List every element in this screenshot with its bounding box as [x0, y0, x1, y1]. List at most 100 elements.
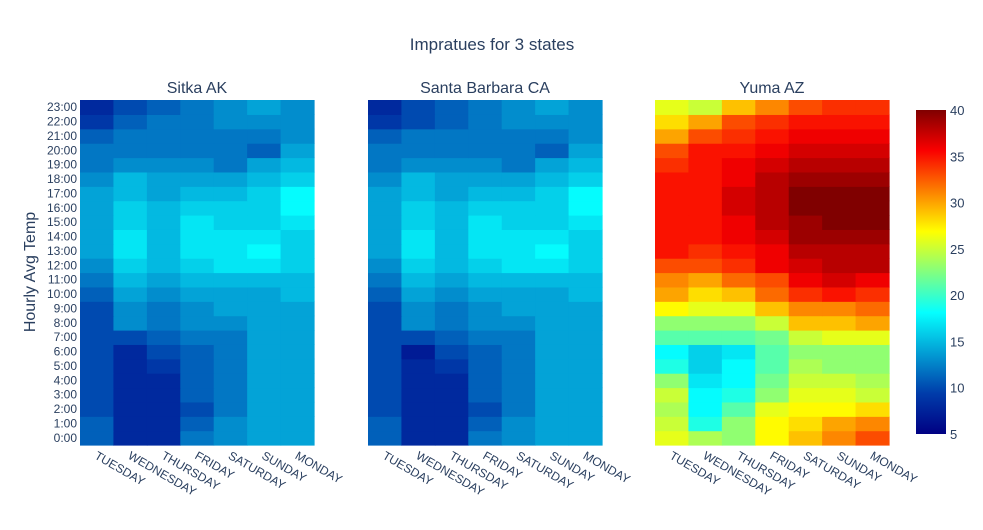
- heatmap-cell: [180, 258, 215, 274]
- heatmap-cell: [113, 200, 148, 216]
- colorbar-gradient: [916, 110, 946, 434]
- heatmap-cell: [180, 401, 215, 417]
- heatmap-cell: [113, 243, 148, 259]
- heatmap-cell: [280, 344, 315, 360]
- heatmap-cell: [80, 330, 115, 345]
- heatmap-cell: [368, 200, 403, 216]
- colorbar: 5 10 15 20 25 30 35 40: [916, 103, 964, 442]
- heatmap-cell: [855, 330, 890, 345]
- heatmap-cell: [213, 315, 248, 331]
- y-tick-label: 3:00: [54, 388, 78, 402]
- heatmap-cell: [568, 401, 603, 417]
- y-tick-label: 2:00: [54, 402, 78, 416]
- heatmap-cell: [468, 229, 503, 245]
- heatmap-cell: [688, 215, 723, 230]
- y-tick-label: 0:00: [54, 431, 78, 445]
- heatmap-cell: [535, 157, 570, 173]
- y-tick-label: 23:00: [47, 100, 77, 114]
- heatmap-cell: [655, 315, 690, 331]
- heatmap-cell: [721, 143, 756, 159]
- heatmap-cell: [434, 171, 469, 187]
- heatmap-cell: [568, 430, 603, 446]
- heatmap-cell: [535, 286, 570, 302]
- heatmap-cell: [113, 114, 148, 130]
- heatmap-cell: [113, 272, 148, 288]
- heatmap-cell: [180, 373, 215, 389]
- heatmap-cell: [788, 330, 823, 345]
- heatmap-cell: [401, 301, 436, 317]
- heatmap-cell: [655, 114, 690, 130]
- heatmap-cell: [280, 387, 315, 403]
- heatmap-cell: [788, 215, 823, 230]
- heatmap-cell: [568, 128, 603, 144]
- heatmap-cell: [180, 100, 215, 115]
- heatmap-cell: [113, 358, 148, 374]
- heatmap-cell: [368, 229, 403, 245]
- heatmap-cell: [80, 114, 115, 130]
- heatmap-cell: [401, 100, 436, 115]
- heatmap-cell: [401, 128, 436, 144]
- heatmap-cell: [535, 301, 570, 317]
- heatmap-cell: [368, 100, 403, 115]
- heatmap-cell: [501, 243, 536, 259]
- heatmap-cell: [822, 171, 857, 187]
- heatmap-cell: [80, 315, 115, 331]
- y-tick-label: 15:00: [47, 215, 77, 229]
- heatmap-cell: [855, 171, 890, 187]
- heatmap-cell: [468, 243, 503, 259]
- heatmap-cell: [855, 186, 890, 202]
- heatmap-cell: [468, 387, 503, 403]
- heatmap-cell: [721, 315, 756, 331]
- heatmap-cell: [368, 272, 403, 288]
- heatmap-cell: [468, 301, 503, 317]
- heatmap-cell: [280, 215, 315, 230]
- heatmap-cell: [113, 171, 148, 187]
- heatmap-cell: [822, 215, 857, 230]
- heatmap-cell: [468, 215, 503, 230]
- heatmap-cell: [755, 186, 790, 202]
- heatmap-cell: [146, 128, 181, 144]
- heatmap-cell: [501, 387, 536, 403]
- heatmap-cell: [247, 258, 282, 274]
- heatmap-cell: [655, 330, 690, 345]
- heatmap-cell: [755, 157, 790, 173]
- y-tick-label: 12:00: [47, 258, 77, 272]
- y-tick-label: 16:00: [47, 201, 77, 215]
- heatmap-cell: [113, 186, 148, 202]
- chart-title: Impratues for 3 states: [410, 35, 574, 54]
- heatmap-cell: [755, 143, 790, 159]
- heatmap-cell: [113, 301, 148, 317]
- y-tick-label: 10:00: [47, 287, 77, 301]
- heatmap-cell: [501, 215, 536, 230]
- y-tick-label: 19:00: [47, 158, 77, 172]
- heatmap-cell: [146, 387, 181, 403]
- heatmap-cell: [80, 272, 115, 288]
- panel-title: Yuma AZ: [740, 80, 805, 97]
- heatmap-cell: [535, 200, 570, 216]
- heatmap-cell: [280, 157, 315, 173]
- heatmap-cell: [146, 301, 181, 317]
- heatmap-cell: [568, 186, 603, 202]
- heatmap-cell: [501, 344, 536, 360]
- heatmap-cell: [146, 114, 181, 130]
- heatmap-cell: [368, 401, 403, 417]
- heatmap-cell: [501, 315, 536, 331]
- heatmap-cell: [688, 330, 723, 345]
- heatmap-cell: [535, 430, 570, 446]
- heatmap-cell: [788, 114, 823, 130]
- heatmap-cell: [180, 272, 215, 288]
- heatmap-cell: [655, 200, 690, 216]
- heatmap-cell: [535, 358, 570, 374]
- heatmap-cell: [146, 358, 181, 374]
- y-tick-label: 8:00: [54, 316, 78, 330]
- heatmap-cell: [146, 286, 181, 302]
- heatmap-cell: [755, 128, 790, 144]
- colorbar-tick-label: 35: [950, 149, 964, 164]
- heatmap-cell: [401, 401, 436, 417]
- heatmap-cell: [721, 301, 756, 317]
- heatmap-cell: [213, 286, 248, 302]
- heatmap-cell: [113, 229, 148, 245]
- heatmap-cell: [788, 301, 823, 317]
- heatmap-cell: [655, 373, 690, 389]
- heatmap-cell: [146, 215, 181, 230]
